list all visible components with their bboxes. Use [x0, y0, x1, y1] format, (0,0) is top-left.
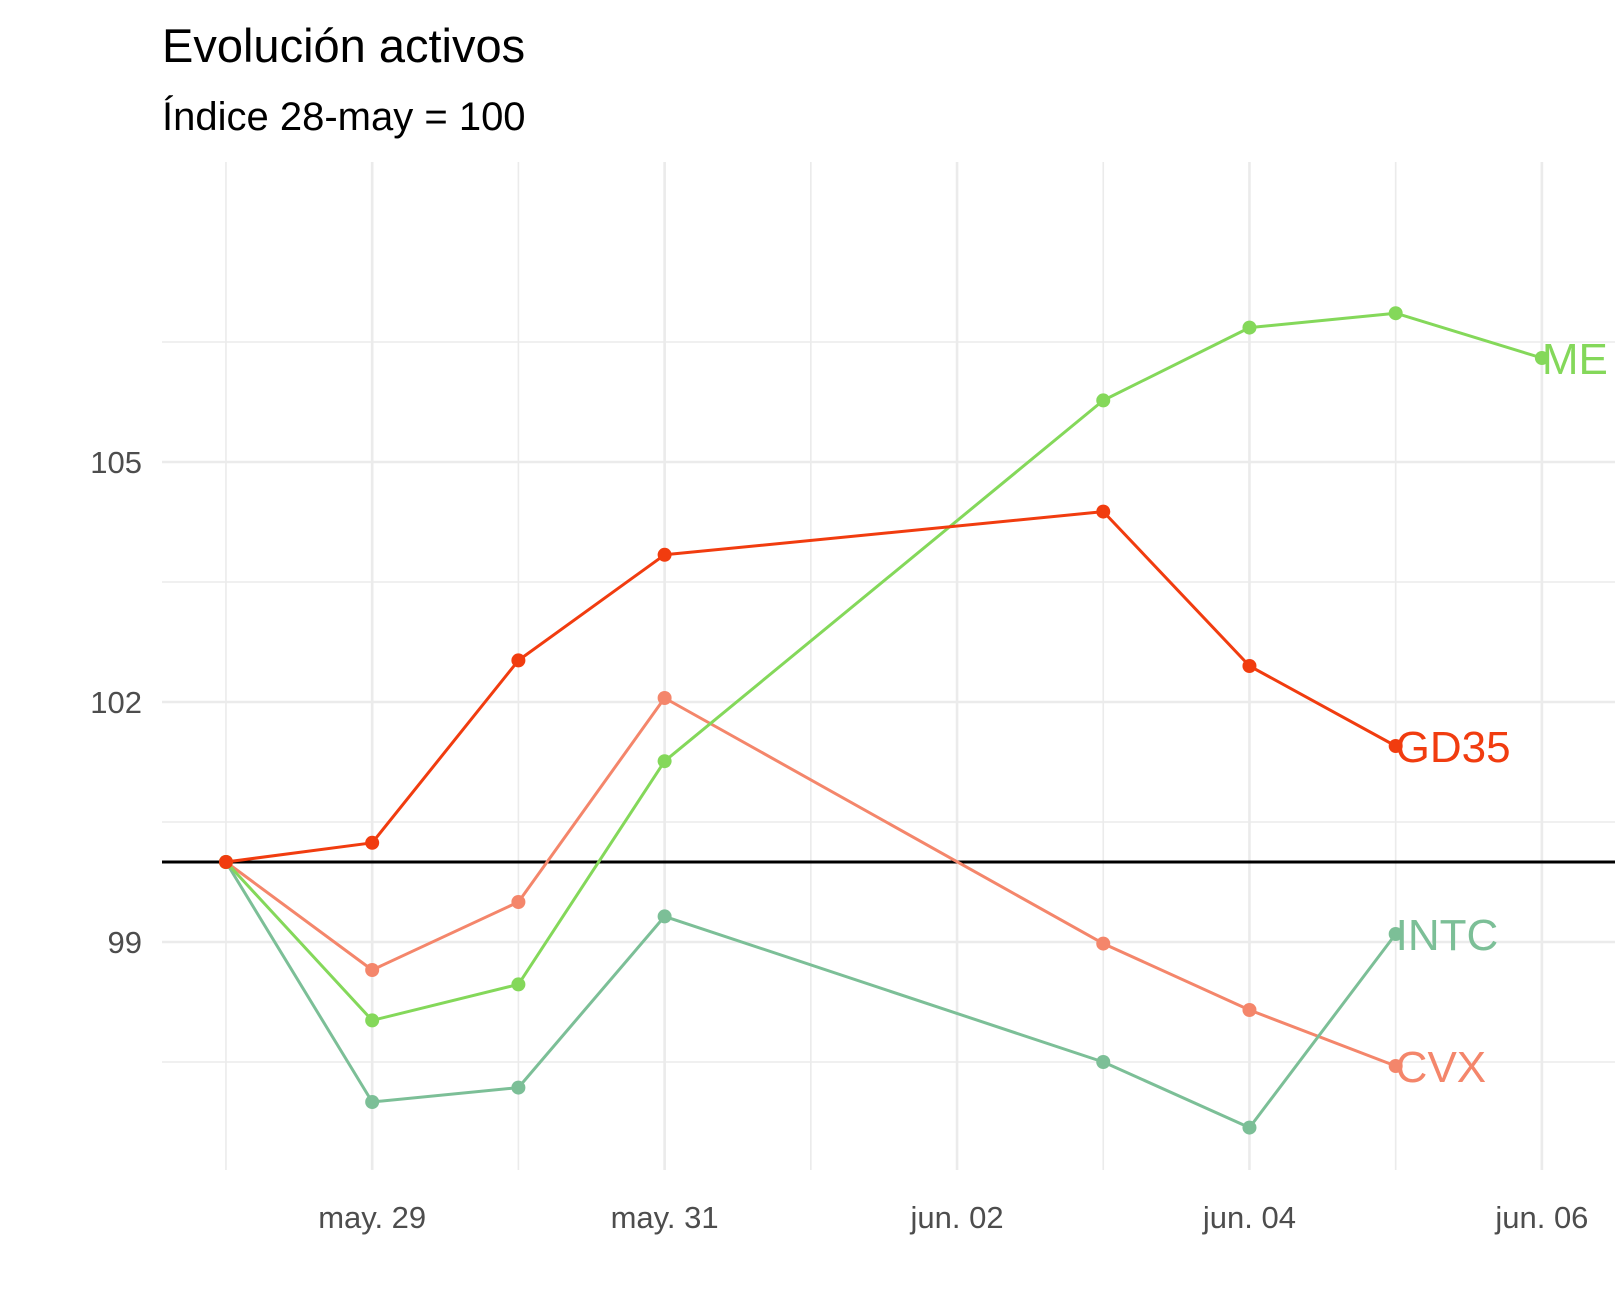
data-point-gd35 [218, 855, 233, 869]
data-point-intc [1096, 1055, 1111, 1069]
data-point-intc [365, 1095, 380, 1109]
x-tick-label: jun. 06 [1494, 1200, 1588, 1235]
series-line-me [224, 311, 1543, 1022]
x-tick-label: jun. 02 [909, 1200, 1003, 1235]
y-tick-label: 102 [90, 685, 142, 720]
data-point-cvx [1242, 1003, 1257, 1017]
data-point-gd35 [511, 653, 526, 668]
series-intc [218, 855, 1403, 1135]
data-point-me [365, 1013, 380, 1028]
data-point-gd35 [1096, 504, 1111, 519]
series-me [218, 306, 1549, 1028]
data-point-cvx [511, 895, 526, 909]
data-point-intc [511, 1080, 526, 1095]
axis-tick-labels: may. 29 may. 31 jun. 02 jun. 04 jun. 06 99 102… [90, 445, 1588, 1235]
data-point-cvx [1388, 1059, 1403, 1073]
series-label-me: ME [1542, 335, 1608, 384]
data-point-intc [1242, 1120, 1257, 1135]
data-point-intc [657, 909, 672, 924]
chart-title: Evolución activos [162, 19, 525, 72]
y-tick-label: 99 [108, 925, 142, 960]
series-group [218, 306, 1549, 1135]
data-point-intc [1388, 927, 1403, 941]
series-label-gd35: GD35 [1396, 723, 1511, 772]
data-point-me [1534, 351, 1549, 365]
data-point-gd35 [1242, 659, 1257, 673]
data-point-me [1242, 320, 1257, 335]
data-point-gd35 [365, 835, 380, 850]
data-point-me [511, 977, 526, 992]
y-tick-label: 105 [90, 445, 142, 480]
data-point-gd35 [657, 547, 672, 562]
data-point-me [657, 754, 672, 769]
data-point-cvx [657, 691, 672, 705]
series-gd35 [218, 504, 1403, 869]
series-label-group: CVX INTC ME GD35 [1396, 335, 1608, 1092]
data-point-me [1388, 306, 1403, 321]
data-point-cvx [365, 963, 380, 977]
grid-lines [162, 162, 1615, 1170]
series-label-intc: INTC [1396, 911, 1499, 960]
x-tick-label: may. 31 [611, 1200, 719, 1235]
series-cvx [218, 691, 1403, 1073]
data-point-me [1096, 393, 1111, 408]
data-point-gd35 [1388, 739, 1403, 753]
chart-subtitle: Índice 28-may = 100 [162, 94, 526, 139]
series-label-cvx: CVX [1396, 1043, 1486, 1092]
x-tick-label: jun. 04 [1202, 1200, 1296, 1235]
x-tick-label: may. 29 [318, 1200, 426, 1235]
data-point-cvx [1096, 936, 1111, 951]
